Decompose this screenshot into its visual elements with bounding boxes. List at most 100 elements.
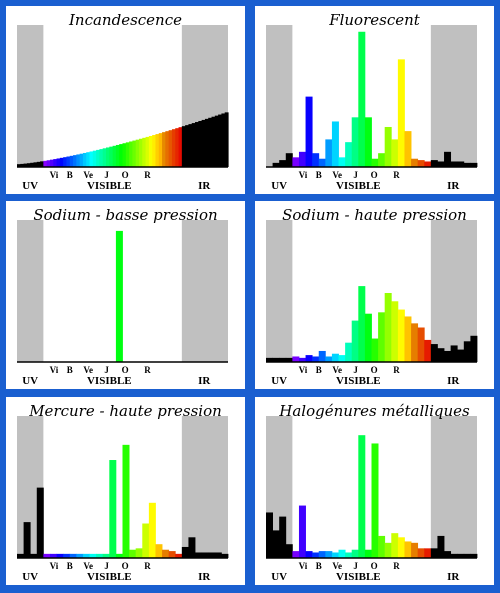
color-tick-label: Vi [50, 365, 59, 375]
color-tick-label: R [144, 365, 151, 375]
spectrum-bar [66, 156, 71, 167]
spectrum-bar [397, 537, 405, 558]
spectrum-bar [378, 535, 386, 558]
spectrum-bar [33, 162, 38, 167]
spectrum-bar [371, 158, 379, 167]
spectrum-bar [397, 59, 405, 167]
spectrum-bar [371, 338, 379, 362]
spectrum-bar [92, 150, 97, 167]
spectrum-bar [17, 553, 24, 558]
chart-title: Mercure - haute pression [29, 402, 222, 420]
spectrum-bar [82, 152, 87, 167]
spectrum-bar [305, 551, 313, 558]
spectrum-plot: Vi B Ve J O R UV VISIBLE IR [266, 416, 478, 583]
spectrum-bar [53, 159, 58, 167]
uv-band [17, 25, 44, 167]
spectrum-bar [463, 162, 471, 167]
spectrum-bar [125, 142, 130, 167]
spectrum-bar [424, 548, 432, 558]
spectrum-bar [298, 357, 306, 362]
visible-label: VISIBLE [336, 375, 381, 387]
spectrum-bar [444, 551, 452, 558]
spectrum-bar [122, 143, 127, 167]
color-tick-label: J [353, 170, 358, 180]
visible-label: VISIBLE [87, 180, 132, 192]
spectrum-bar [211, 116, 216, 167]
color-tick-label: J [353, 365, 358, 375]
chart-panel: Vi B Ve J O R UV VISIBLE IR Sodium - haute pressi… [255, 201, 494, 389]
spectrum-bar [171, 129, 176, 167]
spectrum-bar [162, 132, 166, 167]
color-tick-label: Vi [299, 365, 308, 375]
spectrum-bar [444, 350, 452, 362]
spectrum-bar [272, 357, 280, 362]
chart-panel: Vi B Ve J O R UV VISIBLE IR Incandescence [6, 6, 245, 194]
color-tick-label: R [393, 365, 400, 375]
spectrum-bar [96, 149, 101, 167]
spectrum-bar [457, 161, 465, 167]
color-tick-label: B [67, 170, 73, 180]
spectrum-bar [175, 128, 180, 167]
spectrum-bar [345, 142, 353, 167]
spectrum-bar [102, 553, 110, 558]
spectrum-bar [318, 158, 326, 167]
chart-title: Fluorescent [329, 11, 420, 29]
spectrum-bar [73, 155, 77, 167]
spectrum-bar [56, 553, 64, 558]
spectrum-bar [188, 124, 193, 167]
color-tick-label: R [393, 170, 400, 180]
spectrum-bar [188, 537, 196, 558]
spectrum-bar [384, 542, 392, 558]
spectrum-bar [331, 552, 339, 558]
spectrum-bar [201, 119, 206, 167]
spectrum-bar [338, 157, 346, 167]
spectrum-bar [391, 533, 399, 558]
visible-label: VISIBLE [87, 375, 132, 387]
spectrum-bar [391, 139, 399, 167]
spectrum-bar [397, 309, 405, 362]
uv-label: UV [22, 180, 38, 192]
ir-band [430, 25, 477, 167]
spectrum-bar [298, 505, 306, 558]
spectrum-bar [221, 553, 229, 558]
spectrum-bar [391, 301, 399, 362]
spectrum-bar [23, 163, 28, 167]
spectrum-bar [444, 151, 452, 167]
spectrum-bar [358, 286, 366, 362]
uv-label: UV [22, 375, 38, 387]
spectrum-bar [331, 121, 339, 167]
spectrum-bar [214, 115, 219, 167]
spectrum-bar [364, 549, 372, 558]
spectrum-bar [411, 158, 419, 167]
spectrum-bar [345, 342, 353, 362]
visible-label: VISIBLE [336, 180, 381, 192]
spectrum-bar [224, 112, 229, 167]
color-tick-label: R [393, 561, 400, 571]
spectrum-bar [312, 153, 320, 167]
chart-panel: Vi B Ve J O R UV VISIBLE IR Halogénures métalliqu… [255, 397, 494, 585]
spectrum-bar [404, 131, 412, 167]
spectrum-bar [185, 125, 190, 167]
spectrum-bar [285, 544, 293, 558]
spectrum-bar [272, 162, 280, 167]
color-tick-label: B [316, 170, 322, 180]
spectrum-bar [132, 140, 137, 167]
color-tick-label: B [316, 561, 322, 571]
spectrum-bar [325, 356, 333, 362]
spectrum-bar [345, 552, 353, 558]
ir-band [181, 416, 228, 558]
uv-label: UV [22, 571, 38, 583]
spectrum-bar [115, 230, 123, 362]
chart-panel: Vi B Ve J O R UV VISIBLE IR Sodium - basse pressi… [6, 201, 245, 389]
spectrum-bar [43, 160, 48, 167]
ir-band [181, 220, 228, 362]
spectrum-bar [417, 548, 425, 558]
spectrum-bar [148, 135, 153, 167]
spectrum-bar [106, 147, 110, 167]
spectrum-bar [142, 137, 147, 167]
uv-label: UV [271, 180, 287, 192]
spectrum-bar [450, 345, 458, 362]
spectrum-bar [351, 549, 359, 558]
spectrum-bar [351, 117, 359, 167]
spectrum-bar [358, 435, 366, 558]
